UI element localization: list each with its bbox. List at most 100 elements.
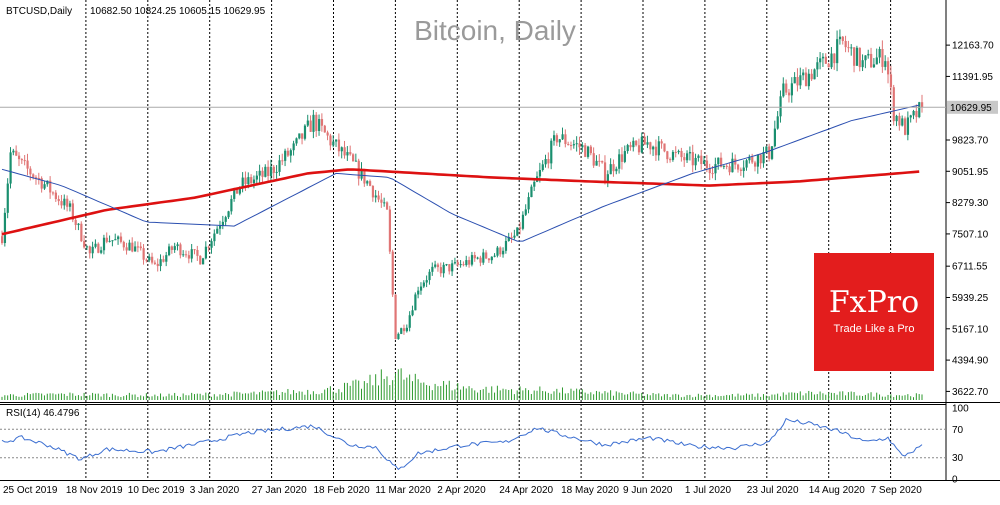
candle-body <box>151 256 154 263</box>
candle-body <box>530 186 533 198</box>
volume-bar <box>686 395 688 400</box>
volume-bar <box>219 394 221 400</box>
price-tick-label: 9823.70 <box>952 135 989 146</box>
volume-bar <box>695 396 697 400</box>
volume-bar <box>638 393 640 400</box>
candle-body <box>179 244 182 256</box>
candle-body <box>569 145 573 147</box>
candle-body <box>20 159 24 161</box>
volume-bar <box>581 389 583 400</box>
candle-body <box>448 264 451 272</box>
candle-body <box>790 83 793 96</box>
volume-bar <box>624 394 626 400</box>
volume-bar <box>168 393 170 400</box>
volume-bar <box>777 393 779 400</box>
candle-body <box>519 227 522 229</box>
volume-bar <box>21 396 23 400</box>
price-tick-label: 4394.90 <box>952 356 989 367</box>
volume-bar <box>768 396 770 400</box>
volume-bar <box>593 394 595 400</box>
volume-bar <box>227 394 229 400</box>
volume-bar <box>117 396 119 400</box>
candle-body <box>864 55 867 61</box>
volume-bar <box>63 393 65 400</box>
candle-body <box>439 267 442 274</box>
volume-bar <box>428 385 430 400</box>
candle-body <box>278 160 281 172</box>
candle-body <box>765 146 768 152</box>
candle-body <box>697 155 700 158</box>
candle-body <box>235 188 239 194</box>
volume-bar <box>680 397 682 400</box>
candle-body <box>204 246 208 259</box>
volume-bar <box>327 387 329 400</box>
candle-body <box>46 180 49 185</box>
candle-body <box>629 145 632 148</box>
volume-bar <box>29 394 31 400</box>
volume-bar <box>706 394 708 400</box>
candle-body <box>391 251 394 295</box>
volume-bar <box>604 391 606 400</box>
candle-body <box>776 116 779 129</box>
volume-bar <box>697 393 699 400</box>
candle-body <box>502 250 505 255</box>
candle-body <box>385 202 389 210</box>
candle-body <box>558 139 561 143</box>
candle-body <box>479 257 482 263</box>
candle-body <box>674 151 677 153</box>
candle-body <box>23 160 26 162</box>
volume-bar <box>842 391 844 400</box>
volume-bar <box>389 385 391 400</box>
candle-body <box>504 240 508 251</box>
candle-body <box>241 177 244 187</box>
volume-bar <box>270 390 272 400</box>
time-axis-label: 11 Mar 2020 <box>375 485 431 496</box>
volume-bar <box>890 394 892 400</box>
volume-bar <box>236 391 238 400</box>
candle-body <box>468 260 471 265</box>
candle-body <box>402 328 406 332</box>
volume-bar <box>239 392 241 400</box>
candle-body <box>369 181 372 186</box>
candle-body <box>567 144 570 146</box>
candle-body <box>346 152 349 156</box>
candle-body <box>185 254 188 256</box>
candle-body <box>816 62 819 70</box>
candle-body <box>40 178 43 189</box>
candle-body <box>705 160 709 168</box>
volume-bar <box>760 396 762 400</box>
volume-bar <box>561 387 563 400</box>
volume-bar <box>881 396 883 400</box>
candle-body <box>451 263 454 272</box>
volume-bar <box>185 395 187 400</box>
price-tick-label: 7507.10 <box>952 229 989 240</box>
candle-body <box>921 102 924 108</box>
volume-bar <box>488 392 490 400</box>
candle-body <box>821 56 825 59</box>
volume-bar <box>165 396 167 400</box>
candle-body <box>572 144 576 146</box>
candle-body <box>436 264 440 268</box>
candle-body <box>524 209 527 215</box>
candle-body <box>603 162 607 181</box>
candle-body <box>751 156 754 163</box>
candle-body <box>363 169 366 184</box>
candle-body <box>264 166 267 177</box>
volume-bar <box>910 396 912 400</box>
volume-bar <box>533 390 535 400</box>
volume-bar <box>423 382 425 400</box>
volume-bar <box>915 393 917 400</box>
candle-body <box>827 63 830 68</box>
volume-bar <box>762 394 764 400</box>
candle-body <box>102 237 106 251</box>
volume-bar <box>675 393 677 400</box>
volume-bar <box>700 395 702 400</box>
candle-body <box>173 246 176 250</box>
candle-body <box>516 227 519 236</box>
symbol-info: BTCUSD,Daily <box>6 6 72 17</box>
candle-body <box>708 167 711 174</box>
candle-body <box>887 61 890 75</box>
candle-body <box>428 271 431 281</box>
volume-bar <box>567 393 569 400</box>
volume-bar <box>462 386 464 400</box>
